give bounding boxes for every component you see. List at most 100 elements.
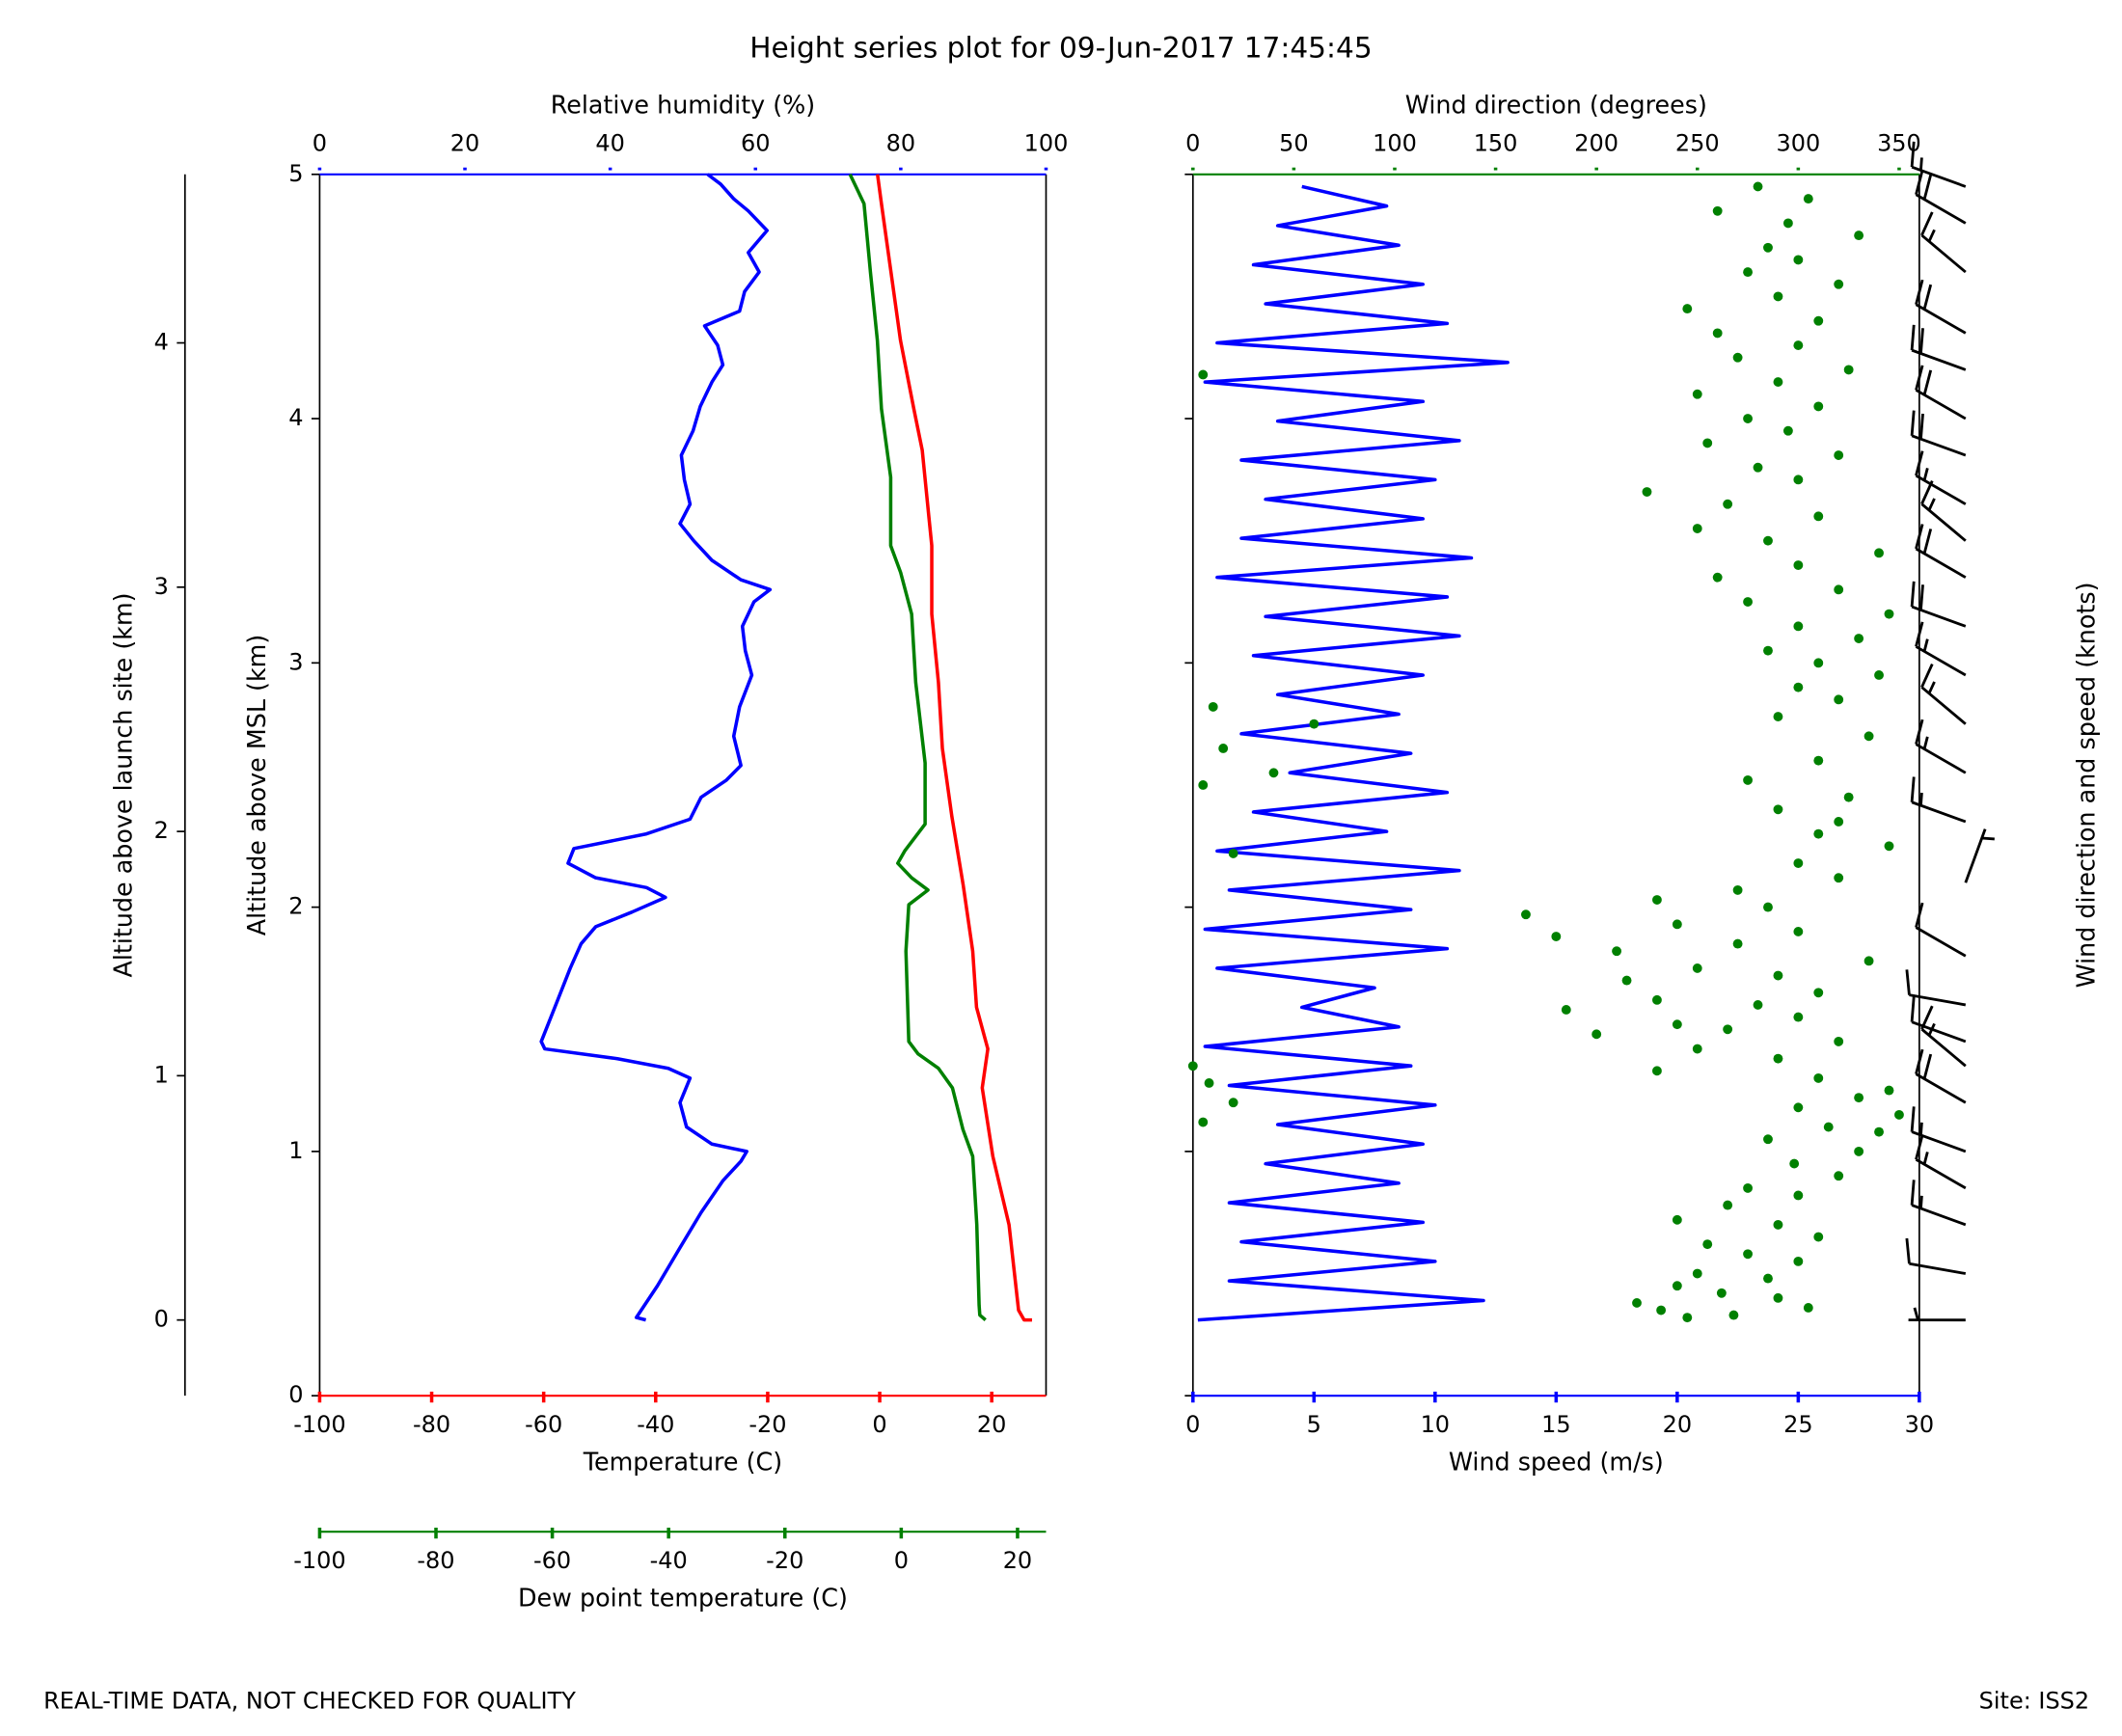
scatter-point <box>1198 369 1209 380</box>
scatter-point <box>1773 1219 1783 1230</box>
x-tick-label: 250 <box>1675 130 1720 157</box>
x-tick-label: 300 <box>1776 130 1820 157</box>
x-tick-label: 10 <box>1421 1411 1451 1438</box>
wind-barb <box>1915 365 1967 420</box>
wind-barb <box>1915 621 1967 677</box>
scatter-point <box>1309 719 1319 729</box>
scatter-point <box>1702 1239 1713 1250</box>
x-tick-label: 0 <box>313 130 327 157</box>
scatter-point <box>1813 511 1824 522</box>
scatter-point <box>1834 279 1844 289</box>
x-tick-label: -80 <box>413 1411 450 1438</box>
scatter-point <box>1834 450 1844 460</box>
scatter-point <box>1218 744 1229 753</box>
wind-barb <box>1915 719 1967 774</box>
scatter-point <box>1884 1085 1894 1096</box>
scatter-point <box>1834 584 1844 595</box>
x-tick-label: 0 <box>894 1547 909 1574</box>
x-tick-label: 100 <box>1024 130 1069 157</box>
y2-tick-label: 3 <box>154 573 169 600</box>
scatter-point <box>1743 1249 1753 1260</box>
scatter-point <box>1793 340 1804 351</box>
x-axis-label: Wind speed (m/s) <box>1449 1448 1664 1477</box>
wind-barb <box>1908 1307 1966 1322</box>
scatter-point <box>1803 194 1813 204</box>
wind-barb <box>1910 1106 1967 1153</box>
scatter-point <box>1763 242 1773 253</box>
y2-tick-label: 0 <box>154 1306 169 1333</box>
scatter-point <box>1763 535 1773 546</box>
scatter-point <box>1612 946 1622 957</box>
wind-barb <box>1915 1134 1967 1190</box>
scatter-point <box>1692 389 1702 399</box>
x-tick-label: -60 <box>533 1547 571 1574</box>
profile-line <box>1197 184 1510 1322</box>
scatter-point <box>1823 1122 1834 1132</box>
scatter-point <box>1228 1098 1238 1108</box>
scatter-point <box>1732 884 1743 895</box>
wind-barb <box>1910 410 1967 457</box>
scatter-point <box>1712 572 1723 583</box>
wind-barb <box>1920 664 1967 725</box>
scatter-point <box>1773 1292 1783 1303</box>
footer-left: REAL-TIME DATA, NOT CHECKED FOR QUALITY <box>43 1687 576 1714</box>
scatter-point <box>1813 988 1824 998</box>
scatter-point <box>1793 560 1804 570</box>
scatter-point <box>1692 1044 1702 1054</box>
scatter-point <box>1672 1281 1682 1291</box>
scatter-point <box>1743 267 1753 278</box>
scatter-point <box>1672 919 1682 930</box>
scatter-point <box>1672 1019 1682 1030</box>
scatter-point <box>1813 828 1824 839</box>
y-tick-label: 2 <box>288 893 303 920</box>
scatter-point <box>1198 780 1209 790</box>
x-axis-label: Relative humidity (%) <box>551 90 815 119</box>
x-tick-label: 200 <box>1574 130 1619 157</box>
y-tick-label: 3 <box>288 648 303 675</box>
scatter-point <box>1692 1268 1702 1279</box>
x-tick-label: -80 <box>417 1547 454 1574</box>
scatter-point <box>1732 938 1743 949</box>
wind-barb <box>1910 324 1967 371</box>
scatter-point <box>1813 1232 1824 1242</box>
x-axis-label: Temperature (C) <box>583 1448 782 1477</box>
scatter-point <box>1834 1036 1844 1046</box>
scatter-point <box>1854 1093 1864 1103</box>
scatter-point <box>1208 701 1218 712</box>
footer-right: Site: ISS2 <box>1979 1687 2089 1714</box>
wind-barb <box>1915 279 1967 335</box>
scatter-point <box>1521 909 1531 920</box>
scatter-point <box>1723 499 1733 509</box>
scatter-point <box>1561 1005 1571 1015</box>
scatter-point <box>1651 1066 1662 1076</box>
scatter-point <box>1782 218 1793 229</box>
scatter-point <box>1864 731 1874 742</box>
profile-line <box>848 174 987 1321</box>
scatter-point <box>1743 1182 1753 1193</box>
scatter-point <box>1834 1171 1844 1181</box>
scatter-point <box>1728 1310 1739 1320</box>
scatter-point <box>1843 792 1854 802</box>
wind-barb <box>1910 141 1967 188</box>
scatter-point <box>1813 1072 1824 1083</box>
scatter-point <box>1793 1102 1804 1113</box>
scatter-point <box>1712 205 1723 216</box>
scatter-point <box>1682 304 1693 314</box>
x-tick-label: 20 <box>1003 1547 1032 1574</box>
x-tick-label: 40 <box>595 130 625 157</box>
y-tick-label: 0 <box>288 1381 303 1408</box>
scatter-point <box>1813 401 1824 412</box>
x-tick-label: 20 <box>977 1411 1007 1438</box>
scatter-point <box>1642 487 1652 497</box>
wind-barb <box>1910 776 1967 824</box>
scatter-point <box>1763 1273 1773 1284</box>
y2-tick-label: 2 <box>154 817 169 844</box>
x-tick-label: -100 <box>293 1547 345 1574</box>
wind-barb <box>1964 828 1995 883</box>
scatter-point <box>1743 597 1753 607</box>
x-tick-label: 20 <box>1663 1411 1693 1438</box>
scatter-point <box>1743 414 1753 423</box>
scatter-point <box>1793 1190 1804 1201</box>
scatter-point <box>1692 963 1702 973</box>
x-tick-label: 0 <box>1185 130 1200 157</box>
